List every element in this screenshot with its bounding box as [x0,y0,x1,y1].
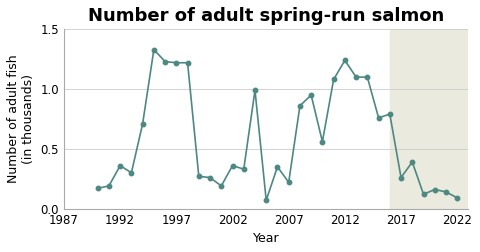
Title: Number of adult spring-run salmon: Number of adult spring-run salmon [88,7,444,25]
X-axis label: Year: Year [253,232,279,245]
Bar [390,29,468,209]
Y-axis label: Number of adult fish
(in thousands): Number of adult fish (in thousands) [7,55,35,183]
